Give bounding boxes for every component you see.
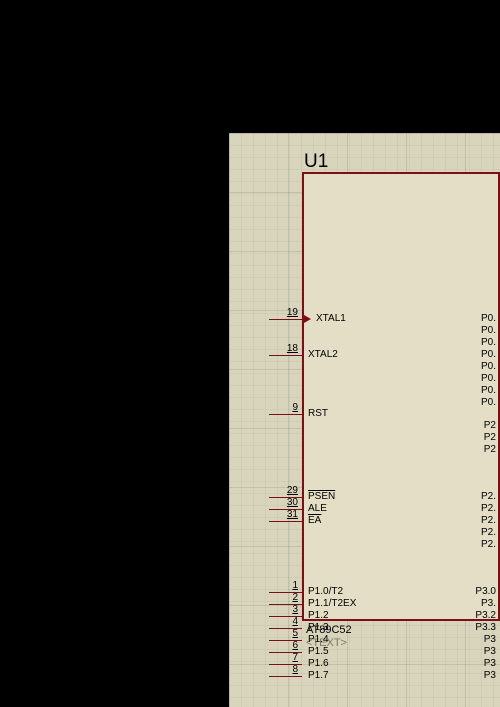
pin-number: 29 bbox=[269, 485, 298, 496]
component-body bbox=[302, 172, 500, 621]
pin-name: P2 bbox=[484, 444, 496, 455]
pin-name: P1.4 bbox=[308, 634, 329, 645]
pin-name: P3.3 bbox=[475, 622, 496, 633]
pin-stub bbox=[269, 355, 302, 356]
pin-name: P2. bbox=[481, 503, 496, 514]
pin-number: 5 bbox=[269, 628, 298, 639]
pin-number: 30 bbox=[269, 497, 298, 508]
pin-stub bbox=[269, 521, 302, 522]
pin-name: P3. bbox=[481, 598, 496, 609]
pin-name: P2 bbox=[484, 420, 496, 431]
pin-name: P0. bbox=[481, 349, 496, 360]
pin-name: P0. bbox=[481, 397, 496, 408]
pin-name: PSEN bbox=[308, 491, 335, 502]
pin-name: P1.1/T2EX bbox=[308, 598, 356, 609]
pin-number: 3 bbox=[269, 604, 298, 615]
pin-name: P0. bbox=[481, 337, 496, 348]
pin-name: P1.7 bbox=[308, 670, 329, 681]
pin-name: P0. bbox=[481, 361, 496, 372]
pin-name: P3 bbox=[484, 634, 496, 645]
pin-stub bbox=[269, 676, 302, 677]
pin-number: 31 bbox=[269, 509, 298, 520]
pin-name: P1.6 bbox=[308, 658, 329, 669]
pin-name: P3 bbox=[484, 670, 496, 681]
pin-name: P0. bbox=[481, 385, 496, 396]
pin-stub bbox=[269, 319, 302, 320]
pin-number: 7 bbox=[269, 652, 298, 663]
pin-name: EA bbox=[308, 515, 321, 526]
pin-number: 9 bbox=[269, 402, 298, 413]
pin-name: P3 bbox=[484, 658, 496, 669]
pin-number: 2 bbox=[269, 592, 298, 603]
pin-name: XTAL2 bbox=[308, 349, 338, 360]
component-ref: U1 bbox=[304, 151, 328, 173]
pin-number: 1 bbox=[269, 580, 298, 591]
pin-stub bbox=[269, 414, 302, 415]
pin-name: P1.0/T2 bbox=[308, 586, 343, 597]
pin-name: P2. bbox=[481, 515, 496, 526]
pin-number: 4 bbox=[269, 616, 298, 627]
pin-name: P0. bbox=[481, 325, 496, 336]
pin-name: P0. bbox=[481, 373, 496, 384]
pin-name: P2 bbox=[484, 432, 496, 443]
pin-name: P2. bbox=[481, 539, 496, 550]
pin-name: P3 bbox=[484, 646, 496, 657]
clock-icon bbox=[304, 315, 311, 323]
pin-number: 19 bbox=[269, 307, 298, 318]
pin-name: P2. bbox=[481, 527, 496, 538]
pin-number: 18 bbox=[269, 343, 298, 354]
pin-number: 6 bbox=[269, 640, 298, 651]
pin-name: P3.2 bbox=[475, 610, 496, 621]
pin-name: P2. bbox=[481, 491, 496, 502]
pin-name: RST bbox=[308, 408, 328, 419]
pin-name: ALE bbox=[308, 503, 327, 514]
pin-name: P1.5 bbox=[308, 646, 329, 657]
pin-name: XTAL1 bbox=[316, 313, 346, 324]
pin-number: 8 bbox=[269, 664, 298, 675]
pin-name: P3.0 bbox=[475, 586, 496, 597]
pin-name: P1.3 bbox=[308, 622, 329, 633]
pin-name: P1.2 bbox=[308, 610, 329, 621]
pin-name: P0. bbox=[481, 313, 496, 324]
